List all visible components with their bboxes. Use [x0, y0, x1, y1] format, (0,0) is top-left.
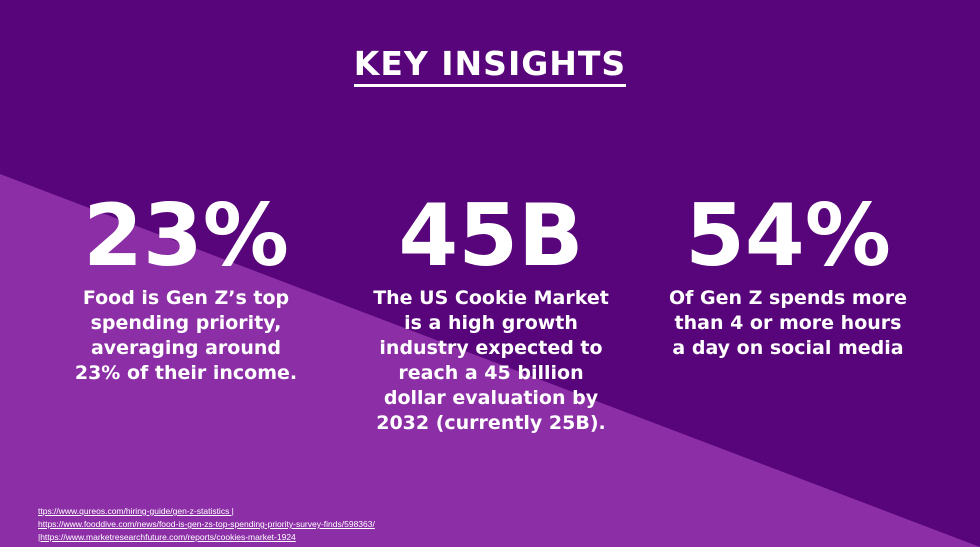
page-title: KEY INSIGHTS [0, 44, 980, 87]
insight-description: The US Cookie Market is a high growth in… [373, 287, 609, 434]
insight-description: Of Gen Z spends more than 4 or more hour… [668, 287, 907, 359]
source-link[interactable]: https://www.fooddive.com/news/food-is-ge… [38, 519, 375, 529]
sources-list: ttps://www.qureos.com/hiring-guide/gen-z… [38, 505, 598, 544]
insight-card-2: 45B The US Cookie Market is a high growt… [331, 186, 651, 436]
insight-value: 23% [83, 186, 289, 286]
insight-description: Food is Gen Z’s top spending priority, a… [74, 287, 298, 384]
source-link[interactable]: ttps://www.qureos.com/hiring-guide/gen-z… [38, 506, 234, 516]
source-link[interactable]: |https://www.marketresearchfuture.com/re… [38, 532, 296, 542]
background-light-triangle [0, 174, 980, 547]
insight-value: 54% [685, 186, 891, 286]
insight-card-1: 23% Food is Gen Z’s top spending priorit… [26, 186, 346, 386]
insight-card-3: 54% Of Gen Z spends more than 4 or more … [628, 186, 948, 361]
insight-value: 45B [398, 186, 584, 286]
